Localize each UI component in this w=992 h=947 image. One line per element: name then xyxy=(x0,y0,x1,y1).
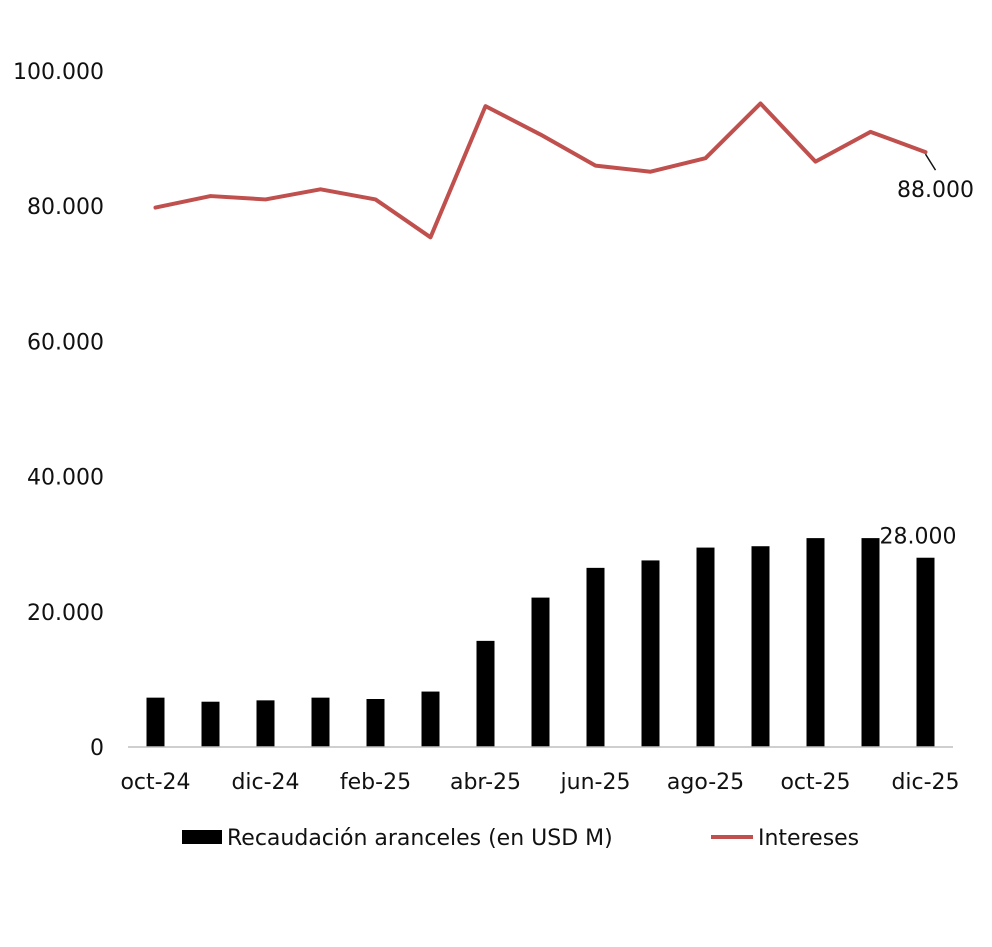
bar xyxy=(477,641,495,747)
bar xyxy=(642,560,660,747)
data-labels: 88.000 28.000 xyxy=(880,154,974,550)
y-tick-label: 60.000 xyxy=(27,330,104,355)
y-tick-label: 80.000 xyxy=(27,195,104,220)
bar xyxy=(257,700,275,747)
legend: Recaudación aranceles (en USD M) Interese… xyxy=(182,826,859,851)
x-tick-label: dic-25 xyxy=(891,770,959,795)
bar xyxy=(532,598,550,747)
x-tick-label: oct-24 xyxy=(120,770,190,795)
y-tick-label: 40.000 xyxy=(27,466,104,491)
y-axis-labels: 0 20.000 40.000 60.000 80.000 100.000 xyxy=(13,60,104,761)
intereses-line xyxy=(156,103,926,237)
legend-line-label: Intereses xyxy=(758,826,859,851)
bar xyxy=(862,538,880,747)
legend-bar-label: Recaudación aranceles (en USD M) xyxy=(227,826,613,851)
bar xyxy=(752,546,770,747)
bar xyxy=(202,702,220,747)
x-tick-label: feb-25 xyxy=(340,770,411,795)
bar xyxy=(147,698,165,747)
bar xyxy=(422,692,440,747)
bar xyxy=(587,568,605,747)
bar xyxy=(807,538,825,747)
x-axis-labels: oct-24 dic-24 feb-25 abr-25 jun-25 ago-25 oct-… xyxy=(120,770,959,795)
data-label-leader xyxy=(926,154,936,170)
line-series xyxy=(155,103,925,237)
bar-data-label: 28.000 xyxy=(880,525,957,550)
y-tick-label: 0 xyxy=(90,736,104,761)
x-tick-label: ago-25 xyxy=(667,770,744,795)
bar xyxy=(917,558,935,747)
bar-series xyxy=(147,538,935,747)
x-tick-label: dic-24 xyxy=(231,770,299,795)
bar xyxy=(312,698,330,747)
legend-bar-swatch xyxy=(182,830,222,844)
y-tick-label: 100.000 xyxy=(13,60,104,85)
x-tick-label: abr-25 xyxy=(450,770,521,795)
line-data-label: 88.000 xyxy=(897,178,974,203)
bar xyxy=(697,548,715,747)
x-tick-label: jun-25 xyxy=(560,770,631,795)
x-tick-label: oct-25 xyxy=(780,770,850,795)
bar xyxy=(367,699,385,747)
y-tick-label: 20.000 xyxy=(27,601,104,626)
